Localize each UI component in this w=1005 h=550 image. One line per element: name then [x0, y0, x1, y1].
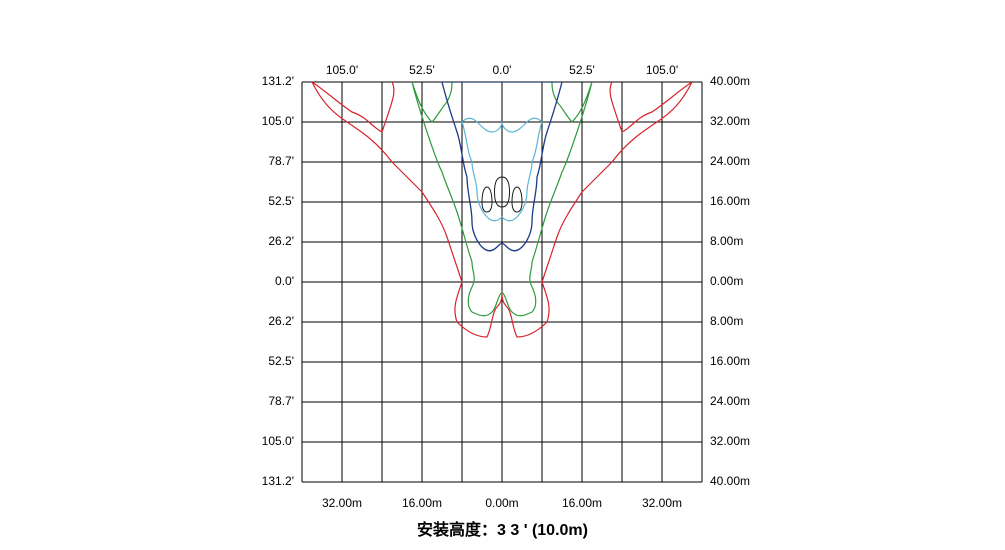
svg-text:52.5': 52.5'	[268, 354, 294, 368]
svg-text:24.00m: 24.00m	[710, 154, 750, 168]
svg-text:0.00m: 0.00m	[710, 274, 743, 288]
svg-text:8.00m: 8.00m	[710, 234, 743, 248]
svg-text:8.00m: 8.00m	[710, 314, 743, 328]
svg-text:105.0': 105.0'	[326, 63, 358, 77]
svg-text:52.5': 52.5'	[409, 63, 435, 77]
contour-inner_dark_right	[512, 187, 522, 212]
chart-container: 131.2' 105.0' 78.7' 52.5' 26.2' 0.0' 26.2' 52.5…	[0, 0, 1005, 550]
svg-text:52.5': 52.5'	[569, 63, 595, 77]
svg-text:40.00m: 40.00m	[710, 74, 750, 88]
svg-text:105.0': 105.0'	[646, 63, 678, 77]
svg-text:16.00m: 16.00m	[402, 496, 442, 510]
svg-text:32.00m: 32.00m	[710, 434, 750, 448]
svg-text:32.00m: 32.00m	[322, 496, 362, 510]
svg-text:40.00m: 40.00m	[710, 474, 750, 488]
svg-text:0.00m: 0.00m	[485, 496, 518, 510]
svg-text:26.2': 26.2'	[268, 234, 294, 248]
svg-text:32.00m: 32.00m	[710, 114, 750, 128]
svg-text:78.7': 78.7'	[268, 394, 294, 408]
svg-text:105.0': 105.0'	[262, 434, 294, 448]
svg-text:16.00m: 16.00m	[562, 496, 602, 510]
svg-text:26.2': 26.2'	[268, 314, 294, 328]
svg-text:16.00m: 16.00m	[710, 354, 750, 368]
grid	[302, 82, 702, 482]
svg-text:52.5': 52.5'	[268, 194, 294, 208]
svg-text:0.0': 0.0'	[493, 63, 512, 77]
svg-text:105.0': 105.0'	[262, 114, 294, 128]
contour-inner_dark_left	[482, 187, 492, 212]
svg-text:131.2': 131.2'	[262, 474, 294, 488]
svg-text:78.7': 78.7'	[268, 154, 294, 168]
svg-text:131.2': 131.2'	[262, 74, 294, 88]
caption: 安装高度：3 3 ' (10.0m)	[0, 516, 1005, 540]
svg-text:0.0': 0.0'	[275, 274, 294, 288]
isoilluminance-chart: 131.2' 105.0' 78.7' 52.5' 26.2' 0.0' 26.2' 52.5…	[0, 0, 1005, 550]
svg-text:24.00m: 24.00m	[710, 394, 750, 408]
svg-text:32.00m: 32.00m	[642, 496, 682, 510]
svg-text:16.00m: 16.00m	[710, 194, 750, 208]
